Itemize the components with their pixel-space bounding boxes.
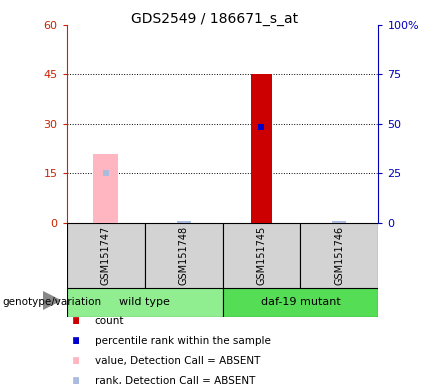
- Text: percentile rank within the sample: percentile rank within the sample: [95, 336, 270, 346]
- Bar: [144, 223, 223, 288]
- Text: count: count: [95, 316, 124, 326]
- Bar: [223, 223, 301, 288]
- Text: genotype/variation: genotype/variation: [2, 297, 101, 308]
- Bar: [223, 288, 378, 317]
- Text: GSM151748: GSM151748: [178, 226, 189, 285]
- Text: value, Detection Call = ABSENT: value, Detection Call = ABSENT: [95, 356, 260, 366]
- Bar: [332, 221, 347, 223]
- Bar: [251, 74, 273, 223]
- Text: daf-19 mutant: daf-19 mutant: [261, 297, 340, 308]
- Text: rank, Detection Call = ABSENT: rank, Detection Call = ABSENT: [95, 376, 255, 384]
- Text: GSM151746: GSM151746: [335, 226, 344, 285]
- Text: GDS2549 / 186671_s_at: GDS2549 / 186671_s_at: [132, 12, 298, 25]
- Text: GSM151747: GSM151747: [101, 226, 111, 285]
- Text: wild type: wild type: [119, 297, 170, 308]
- Bar: [93, 154, 118, 223]
- Bar: [177, 221, 190, 223]
- Bar: [67, 288, 223, 317]
- Polygon shape: [43, 292, 60, 309]
- Bar: [301, 223, 378, 288]
- Text: GSM151745: GSM151745: [256, 226, 267, 285]
- Bar: [67, 223, 144, 288]
